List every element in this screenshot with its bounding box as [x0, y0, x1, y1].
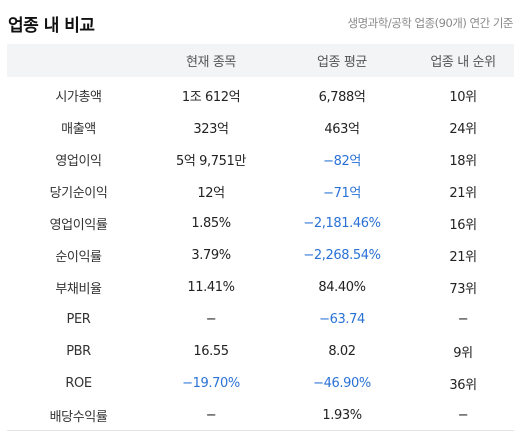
table-row: 매출액 323억 463억 24위	[7, 111, 514, 143]
table-row: PER − −63.74 −	[7, 303, 514, 335]
industry-average-value: −46.90%	[313, 375, 371, 391]
current-value: 1.85%	[191, 215, 231, 231]
table-row: 시가총액 1조 612억 6,788억 10위	[7, 79, 514, 111]
metric-label: 배당수익률	[49, 409, 108, 425]
current-value: −	[205, 311, 217, 327]
industry-average-value: −2,181.46%	[303, 215, 381, 231]
industry-average-value: 6,788억	[318, 89, 366, 105]
industry-rank-value: 73위	[449, 281, 477, 297]
industry-average-value: −71억	[323, 185, 361, 201]
table-row: 영업이익 5억 9,751만 −82억 18위	[7, 143, 514, 175]
current-value: 5억 9,751만	[176, 153, 246, 169]
industry-rank-value: 36위	[449, 377, 477, 393]
industry-average-value: 84.40%	[318, 279, 366, 295]
table-row: ROE −19.70% −46.90% 36위	[7, 367, 514, 399]
metric-label: 부채비율	[55, 281, 102, 297]
industry-average-value: −2,268.54%	[303, 247, 381, 263]
industry-rank-value: 10위	[449, 89, 477, 105]
metric-label: 영업이익률	[49, 217, 108, 233]
table-row: 순이익률 3.79% −2,268.54% 21위	[7, 239, 514, 271]
metric-label: 시가총액	[55, 89, 102, 105]
table-row: 배당수익률 − 1.93% −	[7, 399, 514, 431]
industry-average-value: 463억	[324, 121, 360, 137]
current-value: 11.41%	[187, 279, 235, 295]
industry-average-value: −82억	[323, 153, 361, 169]
column-header-current: 현재 종목	[186, 55, 236, 70]
metric-label: PER	[66, 311, 91, 327]
industry-rank-value: 21위	[449, 185, 477, 201]
current-value: 323억	[193, 121, 229, 137]
industry-rank-value: 18위	[449, 153, 477, 169]
current-value: 16.55	[193, 343, 229, 359]
comparison-table: 현재 종목 업종 평균 업종 내 순위 시가총액 1조 612억 6,788억 10위…	[7, 44, 514, 431]
table-bottom-divider	[7, 430, 514, 431]
table-row: 당기순이익 12억 −71억 21위	[7, 175, 514, 207]
section-header: 업종 내 비교 생명과학/공학 업종(90개) 연간 기준	[0, 0, 520, 44]
current-value: 1조 612억	[181, 89, 241, 105]
table-row: 부채비율 11.41% 84.40% 73위	[7, 271, 514, 303]
current-value: −	[205, 407, 217, 423]
table-row: 영업이익률 1.85% −2,181.46% 16위	[7, 207, 514, 239]
metric-label: 매출액	[61, 121, 96, 137]
section-title: 업종 내 비교	[8, 16, 95, 36]
industry-rank-value: 24위	[449, 121, 477, 137]
industry-rank-value: 16위	[449, 217, 477, 233]
industry-average-value: 8.02	[328, 343, 356, 359]
industry-rank-value: 21위	[449, 249, 477, 265]
current-value: 12억	[197, 185, 225, 201]
table-row: PBR 16.55 8.02 9위	[7, 335, 514, 367]
metric-label: 당기순이익	[49, 185, 108, 201]
metric-label: ROE	[65, 375, 92, 391]
section-subtitle: 생명과학/공학 업종(90개) 연간 기준	[347, 16, 514, 30]
industry-rank-value: −	[457, 311, 469, 327]
metric-label: 순이익률	[55, 249, 102, 265]
industry-average-value: −63.74	[319, 311, 365, 327]
current-value: −19.70%	[182, 375, 240, 391]
column-header-rank: 업종 내 순위	[430, 55, 496, 70]
column-header-average: 업종 평균	[317, 55, 367, 70]
industry-rank-value: 9위	[453, 345, 473, 361]
table-header-row: 현재 종목 업종 평균 업종 내 순위	[7, 44, 514, 77]
metric-label: PBR	[66, 343, 91, 359]
metric-label: 영업이익	[55, 153, 102, 169]
current-value: 3.79%	[191, 247, 231, 263]
industry-average-value: 1.93%	[322, 407, 362, 423]
industry-rank-value: −	[457, 407, 469, 423]
